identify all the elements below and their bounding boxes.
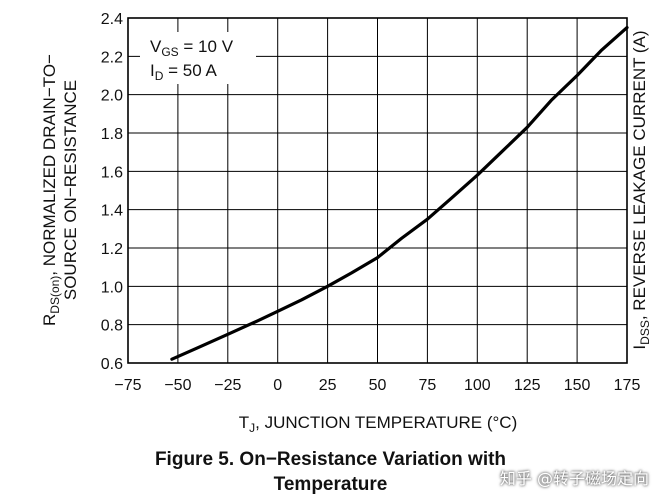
y-tick-label: 1.6 <box>101 164 123 181</box>
y-tick-labels: 0.6 0.8 1.0 1.2 1.4 1.6 1.8 2.0 2.2 2.4 <box>101 11 123 373</box>
x-tick-labels: −75 −50 −25 0 25 50 75 100 125 150 175 <box>114 377 640 394</box>
y-tick-label: 2.2 <box>101 49 123 66</box>
x-tick-label: 25 <box>319 377 337 394</box>
x-axis-label: TJ, JUNCTION TEMPERATURE (°C) <box>239 413 518 435</box>
annotation-box <box>140 32 256 84</box>
y-axis-label-left-line1: RDS(on), NORMALIZED DRAIN−TO− <box>40 54 62 326</box>
x-tick-label: 125 <box>514 377 541 394</box>
watermark: 知乎 @转子磁场定向 <box>499 469 649 488</box>
x-tick-label: −75 <box>114 377 141 394</box>
series-line-rdson <box>170 26 629 361</box>
y-tick-label: 1.0 <box>101 279 123 296</box>
x-tick-label: 75 <box>419 377 437 394</box>
annotation-id: ID = 50 A <box>150 61 217 83</box>
y-axis-label-right: IDSS, REVERSE LEAKAGE CURRENT (A) <box>630 30 652 349</box>
y-tick-label: 1.8 <box>101 126 123 143</box>
annotation-vgs: VGS = 10 V <box>150 37 234 59</box>
figure-caption-line2: Temperature <box>273 474 388 495</box>
y-tick-label: 1.4 <box>101 203 123 220</box>
x-tick-label: 100 <box>464 377 491 394</box>
x-tick-label: 150 <box>564 377 591 394</box>
x-tick-label: 0 <box>273 377 282 394</box>
plot-frame <box>127 17 628 364</box>
y-tick-label: 0.6 <box>101 356 123 373</box>
y-tick-label: 0.8 <box>101 318 123 335</box>
x-tick-label: −25 <box>214 377 241 394</box>
x-tick-label: −50 <box>164 377 191 394</box>
y-tick-label: 1.2 <box>101 241 123 258</box>
y-axis-label-left-line2: SOURCE ON−RESISTANCE <box>61 80 80 300</box>
x-tick-label: 175 <box>614 377 641 394</box>
y-tick-label: 2.4 <box>101 11 123 28</box>
x-tick-label: 50 <box>369 377 387 394</box>
y-tick-label: 2.0 <box>101 88 123 105</box>
figure-caption-line1: Figure 5. On−Resistance Variation with <box>154 449 507 470</box>
